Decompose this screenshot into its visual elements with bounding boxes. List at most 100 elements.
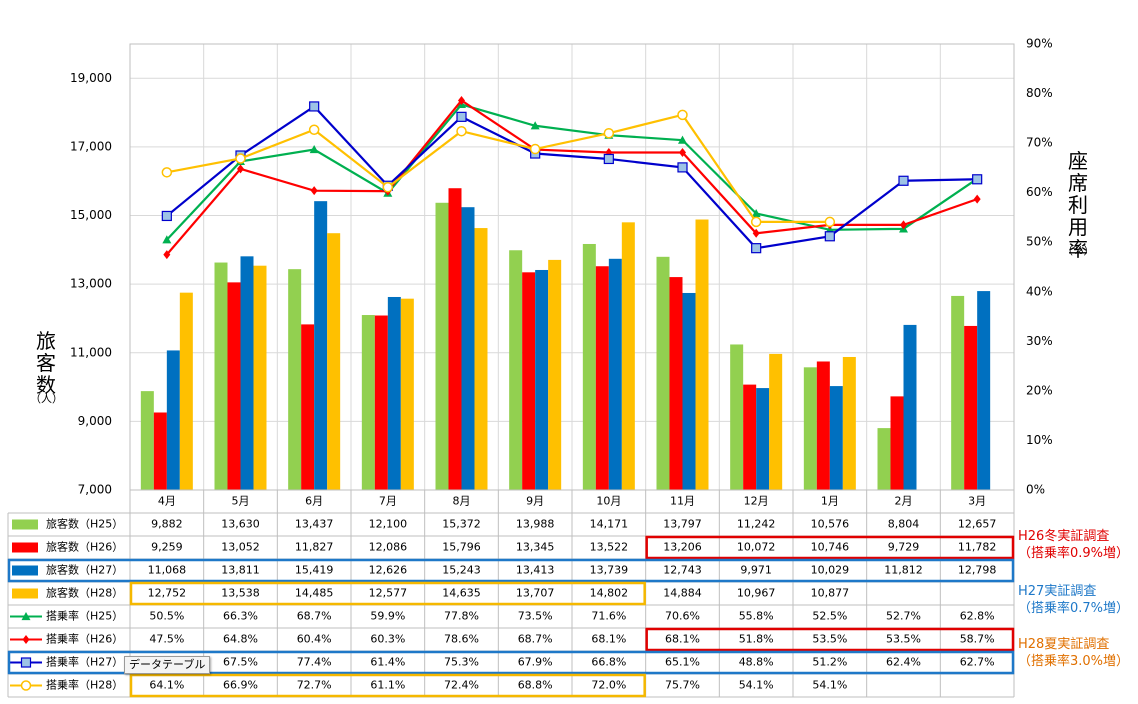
table-cell-value: 13,052	[221, 541, 260, 554]
right-tick-label: 80%	[1026, 86, 1053, 100]
left-tick-label: 9,000	[78, 414, 112, 428]
table-cell-value: 77.4%	[297, 656, 332, 669]
table-cell-value: 60.4%	[297, 633, 332, 646]
left-tick-label: 7,000	[78, 483, 112, 497]
table-cell-value: 13,206	[663, 541, 702, 554]
table-cell-value: 55.8%	[739, 610, 774, 623]
table-category-label: 10月	[596, 495, 621, 508]
legend-entry: 搭乗率（H28）	[46, 678, 123, 692]
table-cell-value: 10,877	[811, 587, 850, 600]
table-cell-value: 68.8%	[518, 679, 553, 692]
table-cell-value: 54.1%	[739, 679, 774, 692]
table-category-label: 4月	[158, 495, 176, 508]
table-category-label: 1月	[821, 495, 839, 508]
table-cell-value: 72.0%	[591, 679, 626, 692]
left-tick-label: 13,000	[70, 277, 112, 291]
left-tick-label: 19,000	[70, 71, 112, 85]
table-cell-value: 10,746	[811, 541, 850, 554]
table-cell-value: 47.5%	[149, 633, 184, 646]
bar-3-1	[253, 265, 267, 490]
bar-2-6	[608, 258, 622, 490]
table-category-label: 12月	[744, 495, 769, 508]
legend-key-marker	[20, 680, 32, 691]
line-point-1-7	[679, 148, 686, 158]
table-cell-value: 54.1%	[812, 679, 847, 692]
table-cell-value: 14,485	[295, 587, 334, 600]
bar-3-4	[474, 228, 488, 490]
table-cell-value: 68.7%	[518, 633, 553, 646]
data-table-tooltip: データテーブル	[124, 656, 211, 674]
line-point-3-1	[235, 153, 246, 164]
highlight-h27-count	[7, 558, 1015, 583]
right-axis-title: 座席利用率	[1068, 149, 1088, 261]
table-category-label: 9月	[526, 495, 544, 508]
highlight-h28-count	[129, 581, 646, 606]
table-cell-value: 65.1%	[665, 656, 700, 669]
table-cell-value: 72.4%	[444, 679, 479, 692]
annotation-h28-title: H28夏実証調査	[1018, 637, 1110, 652]
legend-key-bar	[12, 542, 38, 553]
bar-2-10	[903, 324, 917, 490]
legend-entry: 搭乗率（H27）	[46, 655, 123, 669]
bar-3-5	[548, 259, 562, 490]
bar-2-2	[314, 201, 328, 490]
bar-0-3	[361, 315, 375, 490]
table-cell-value: 9,971	[740, 564, 772, 577]
line-point-1-4	[458, 95, 465, 105]
table-cell-value: 14,171	[590, 518, 629, 531]
bar-3-7	[695, 219, 709, 490]
bar-1-11	[964, 325, 978, 490]
table-cell-value: 72.7%	[297, 679, 332, 692]
table-cell-value: 15,372	[442, 518, 481, 531]
bar-0-10	[877, 428, 891, 490]
bar-2-3	[387, 296, 401, 490]
legend-entry: 搭乗率（H25）	[46, 609, 123, 623]
table-cell-value: 11,812	[884, 564, 923, 577]
line-point-2-2	[309, 101, 320, 112]
annotation-h27-detail: （搭乗率0.7%増）	[1018, 601, 1130, 616]
table-cell-value: 68.1%	[665, 633, 700, 646]
line-point-3-9	[824, 216, 836, 228]
bar-2-9	[829, 386, 843, 490]
legend-key-marker	[21, 612, 31, 621]
legend-key-bar	[12, 588, 38, 599]
bar-1-10	[890, 396, 904, 490]
line-point-3-6	[603, 127, 615, 139]
table-cell-value: 9,882	[151, 518, 183, 531]
left-axis-title: 旅客数	[36, 329, 56, 397]
bar-0-7	[656, 256, 670, 490]
left-tick-label: 11,000	[70, 345, 112, 359]
table-cell-value: 11,242	[737, 518, 776, 531]
table-category-label: 5月	[232, 495, 250, 508]
table-category-label: 6月	[305, 495, 323, 508]
line-point-1-8	[752, 228, 760, 238]
line-point-1-1	[237, 164, 244, 174]
table-cell-value: 15,796	[442, 541, 481, 554]
table-cell-value: 73.5%	[518, 610, 553, 623]
table-cell-value: 58.7%	[960, 633, 995, 646]
right-tick-label: 70%	[1026, 136, 1053, 150]
table-cell-value: 70.6%	[665, 610, 700, 623]
bar-0-9	[803, 367, 817, 490]
table-cell-value: 13,345	[516, 541, 555, 554]
bar-3-3	[400, 298, 414, 490]
bar-1-0	[153, 412, 167, 490]
table-cell-value: 12,743	[663, 564, 702, 577]
highlight-h26-count	[645, 535, 1015, 560]
legend-entry: 旅客数（H28）	[46, 586, 123, 600]
bar-2-1	[240, 256, 254, 490]
table-cell-value: 10,576	[811, 518, 850, 531]
table-cell-value: 78.6%	[444, 633, 479, 646]
bar-1-2	[301, 324, 315, 490]
table-cell-value: 60.3%	[370, 633, 405, 646]
table-cell-value: 12,798	[958, 564, 997, 577]
table-cell-value: 12,086	[369, 541, 408, 554]
table-cell-value: 10,967	[737, 587, 776, 600]
table-cell-value: 51.2%	[812, 656, 847, 669]
table-cell-value: 11,068	[148, 564, 187, 577]
highlight-h26-rate	[645, 627, 1015, 652]
highlight-h28-rate	[129, 673, 646, 698]
line-point-0-7	[678, 135, 687, 144]
table-cell-value: 67.5%	[223, 656, 258, 669]
line-point-2-0	[161, 210, 172, 222]
